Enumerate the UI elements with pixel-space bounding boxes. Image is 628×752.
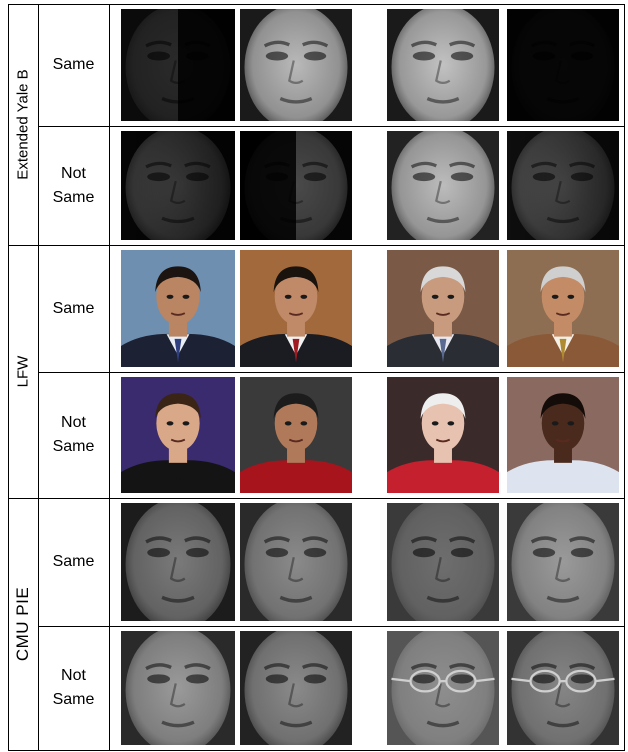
row-label-text: Not Same bbox=[52, 414, 95, 455]
face-image bbox=[240, 9, 352, 121]
dataset-column-divider bbox=[38, 4, 39, 751]
dataset-divider bbox=[8, 498, 625, 499]
face-image bbox=[387, 503, 499, 621]
table-border-bottom bbox=[8, 750, 625, 751]
dataset-label: CMU PIE bbox=[8, 498, 38, 750]
face-image bbox=[121, 131, 235, 240]
face-image bbox=[121, 631, 235, 745]
face-image bbox=[240, 250, 352, 367]
face-image bbox=[121, 503, 235, 621]
row-label: Not Same bbox=[38, 626, 109, 750]
face-image bbox=[387, 631, 499, 745]
face-image bbox=[507, 131, 619, 240]
face-image bbox=[240, 631, 352, 745]
table-border-right bbox=[624, 4, 625, 751]
face-image bbox=[507, 250, 619, 367]
dataset-divider bbox=[8, 245, 625, 246]
table-border-top bbox=[8, 4, 625, 5]
face-image bbox=[507, 9, 619, 121]
face-image bbox=[387, 131, 499, 240]
row-label-text: Same bbox=[52, 56, 95, 73]
row-divider bbox=[38, 626, 625, 627]
face-image bbox=[387, 250, 499, 367]
face-image bbox=[121, 250, 235, 367]
face-image bbox=[507, 631, 619, 745]
face-image bbox=[240, 131, 352, 240]
face-image bbox=[121, 377, 235, 493]
face-image bbox=[240, 377, 352, 493]
row-label: Same bbox=[38, 4, 109, 126]
dataset-label-text: CMU PIE bbox=[13, 586, 32, 662]
row-label-text: Same bbox=[52, 553, 95, 570]
face-image bbox=[387, 377, 499, 493]
row-label: Not Same bbox=[38, 372, 109, 498]
face-image bbox=[240, 503, 352, 621]
row-label-text: Same bbox=[52, 299, 95, 317]
row-divider bbox=[38, 126, 625, 127]
dataset-label: Extended Yale B bbox=[8, 4, 38, 245]
dataset-label: LFW bbox=[8, 245, 38, 498]
label-column-divider bbox=[109, 4, 110, 751]
row-divider bbox=[38, 372, 625, 373]
row-label: Same bbox=[38, 498, 109, 626]
dataset-label-text: LFW bbox=[14, 355, 32, 388]
row-label-text: Not Same bbox=[52, 667, 95, 708]
row-label: Not Same bbox=[38, 126, 109, 245]
row-label: Same bbox=[38, 245, 109, 372]
face-image bbox=[507, 377, 619, 493]
face-image bbox=[121, 9, 235, 121]
row-label-text: Not Same bbox=[52, 164, 95, 206]
dataset-label-text: Extended Yale B bbox=[14, 69, 32, 180]
face-image bbox=[387, 9, 499, 121]
table-border-left bbox=[8, 4, 9, 751]
face-image bbox=[507, 503, 619, 621]
